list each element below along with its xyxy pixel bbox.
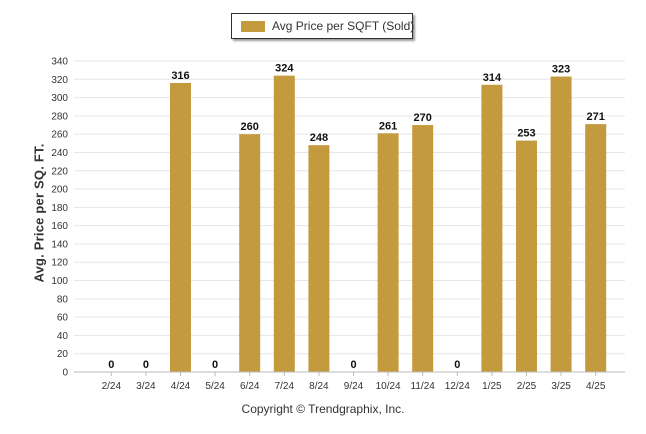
value-labels: 0 0 316 0 260 324 248 0 261 270 0 314 253 323 271 [108, 63, 605, 371]
x-tick-label: 6/24 [240, 381, 260, 392]
x-tick-label: 3/25 [551, 381, 571, 392]
legend-swatch [241, 21, 265, 32]
y-tick-label: 340 [51, 57, 68, 68]
value-label: 316 [171, 70, 189, 82]
value-label: 0 [350, 359, 356, 371]
x-tick-label: 11/24 [411, 381, 436, 392]
value-label: 271 [587, 111, 605, 123]
y-tick-label: 300 [51, 93, 68, 104]
bar-2-25 [516, 140, 537, 372]
y-tick-label: 40 [57, 331, 69, 342]
y-tick-label: 220 [51, 166, 68, 177]
x-tick-label: 9/24 [344, 381, 364, 392]
x-tick-label: 8/24 [309, 381, 329, 392]
value-label: 0 [143, 359, 149, 371]
bar-1-25 [481, 84, 503, 373]
x-axis-ticks: 2/24 3/24 4/24 5/24 6/24 7/24 8/24 9/24 10/24 11/… [102, 372, 606, 392]
bar-10-24 [377, 133, 399, 372]
bar-11-24 [412, 125, 434, 372]
x-tick-label: 10/24 [376, 381, 401, 392]
copyright-footer: Copyright © Trendgraphix, Inc. [241, 402, 405, 416]
y-tick-label: 20 [57, 349, 69, 360]
y-tick-label: 60 [57, 313, 69, 324]
value-label: 323 [552, 64, 570, 76]
legend: Avg Price per SQFT (Sold) [231, 13, 415, 39]
y-tick-label: 320 [51, 75, 68, 86]
value-label: 248 [310, 132, 328, 144]
bars [170, 75, 607, 373]
x-tick-label: 12/24 [445, 381, 470, 392]
bar-3-25 [550, 76, 572, 373]
value-label: 261 [379, 120, 397, 132]
value-label: 270 [414, 112, 432, 124]
x-tick-label: 4/25 [586, 381, 606, 392]
value-label: 324 [275, 63, 294, 75]
x-tick-label: 4/24 [171, 381, 191, 392]
x-tick-label: 5/24 [205, 381, 225, 392]
grid-lines [74, 60, 625, 373]
y-tick-label: 260 [51, 130, 68, 141]
y-tick-label: 140 [51, 239, 68, 250]
value-label: 260 [241, 121, 259, 133]
value-label: 253 [517, 128, 535, 140]
y-tick-label: 200 [51, 185, 68, 196]
y-tick-label: 80 [57, 294, 69, 305]
y-tick-label: 280 [51, 111, 68, 122]
y-tick-label: 120 [51, 258, 68, 269]
x-tick-label: 1/25 [482, 381, 502, 392]
value-label: 0 [454, 359, 460, 371]
y-axis-ticks: 0 20 40 60 80 100 120 140 160 180 200 220 240 260 280 3… [51, 57, 68, 379]
bar-6-24 [239, 134, 261, 372]
x-tick-label: 3/24 [136, 381, 156, 392]
x-tick-label: 2/25 [517, 381, 537, 392]
y-tick-label: 160 [51, 221, 68, 232]
y-tick-label: 100 [51, 276, 68, 287]
y-axis-title: Avg. Price per SQ. FT. [31, 143, 47, 283]
y-tick-label: 0 [62, 368, 68, 379]
bar-4-24 [170, 82, 191, 372]
x-tick-label: 7/24 [275, 381, 295, 392]
value-label: 0 [108, 359, 114, 371]
legend-label: Avg Price per SQFT (Sold) [272, 19, 415, 33]
bar-7-24 [273, 75, 295, 373]
value-label: 314 [483, 72, 502, 84]
bar-8-24 [308, 145, 330, 372]
value-label: 0 [212, 359, 218, 371]
bar-4-25 [585, 124, 607, 372]
y-tick-label: 240 [51, 148, 68, 159]
x-tick-label: 2/24 [102, 381, 122, 392]
y-tick-label: 180 [51, 203, 68, 214]
